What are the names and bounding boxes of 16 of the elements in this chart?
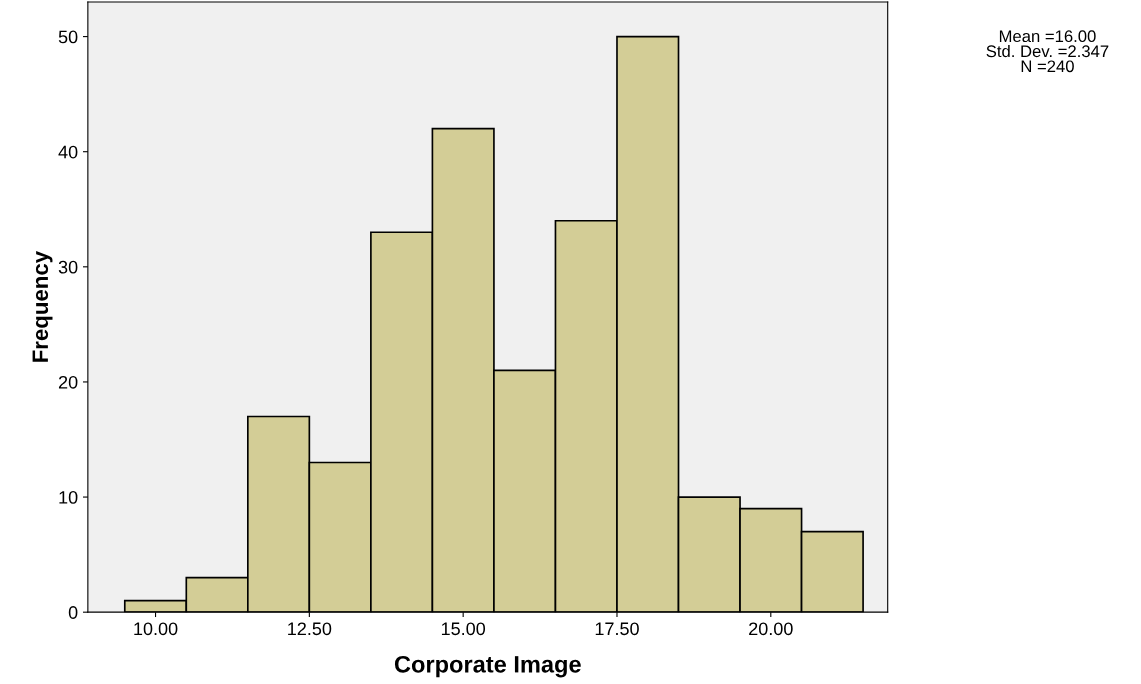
y-tick-label: 50	[58, 30, 78, 44]
y-tick-label: 20	[58, 375, 78, 389]
text: Std. Dev. =2.347	[986, 44, 1109, 58]
x-tick-label: 15.00	[441, 622, 486, 636]
text: Mean =16.00	[999, 30, 1096, 43]
y-tick-label: 30	[58, 260, 78, 274]
y-tick-label: 40	[58, 145, 78, 159]
x-tick-label: 20.00	[749, 622, 793, 636]
y-tick-label: 0	[68, 606, 78, 619]
y-tick-label: 10	[59, 491, 78, 504]
text: N =240	[1021, 60, 1074, 73]
y-axis-title: Frequency	[32, 251, 53, 362]
x-tick-label: 10.00	[134, 622, 178, 636]
x-axis-title: Corporate Image	[394, 655, 581, 678]
x-tick-label: 17.50	[595, 622, 639, 636]
x-tick-label: 12.50	[288, 622, 332, 636]
